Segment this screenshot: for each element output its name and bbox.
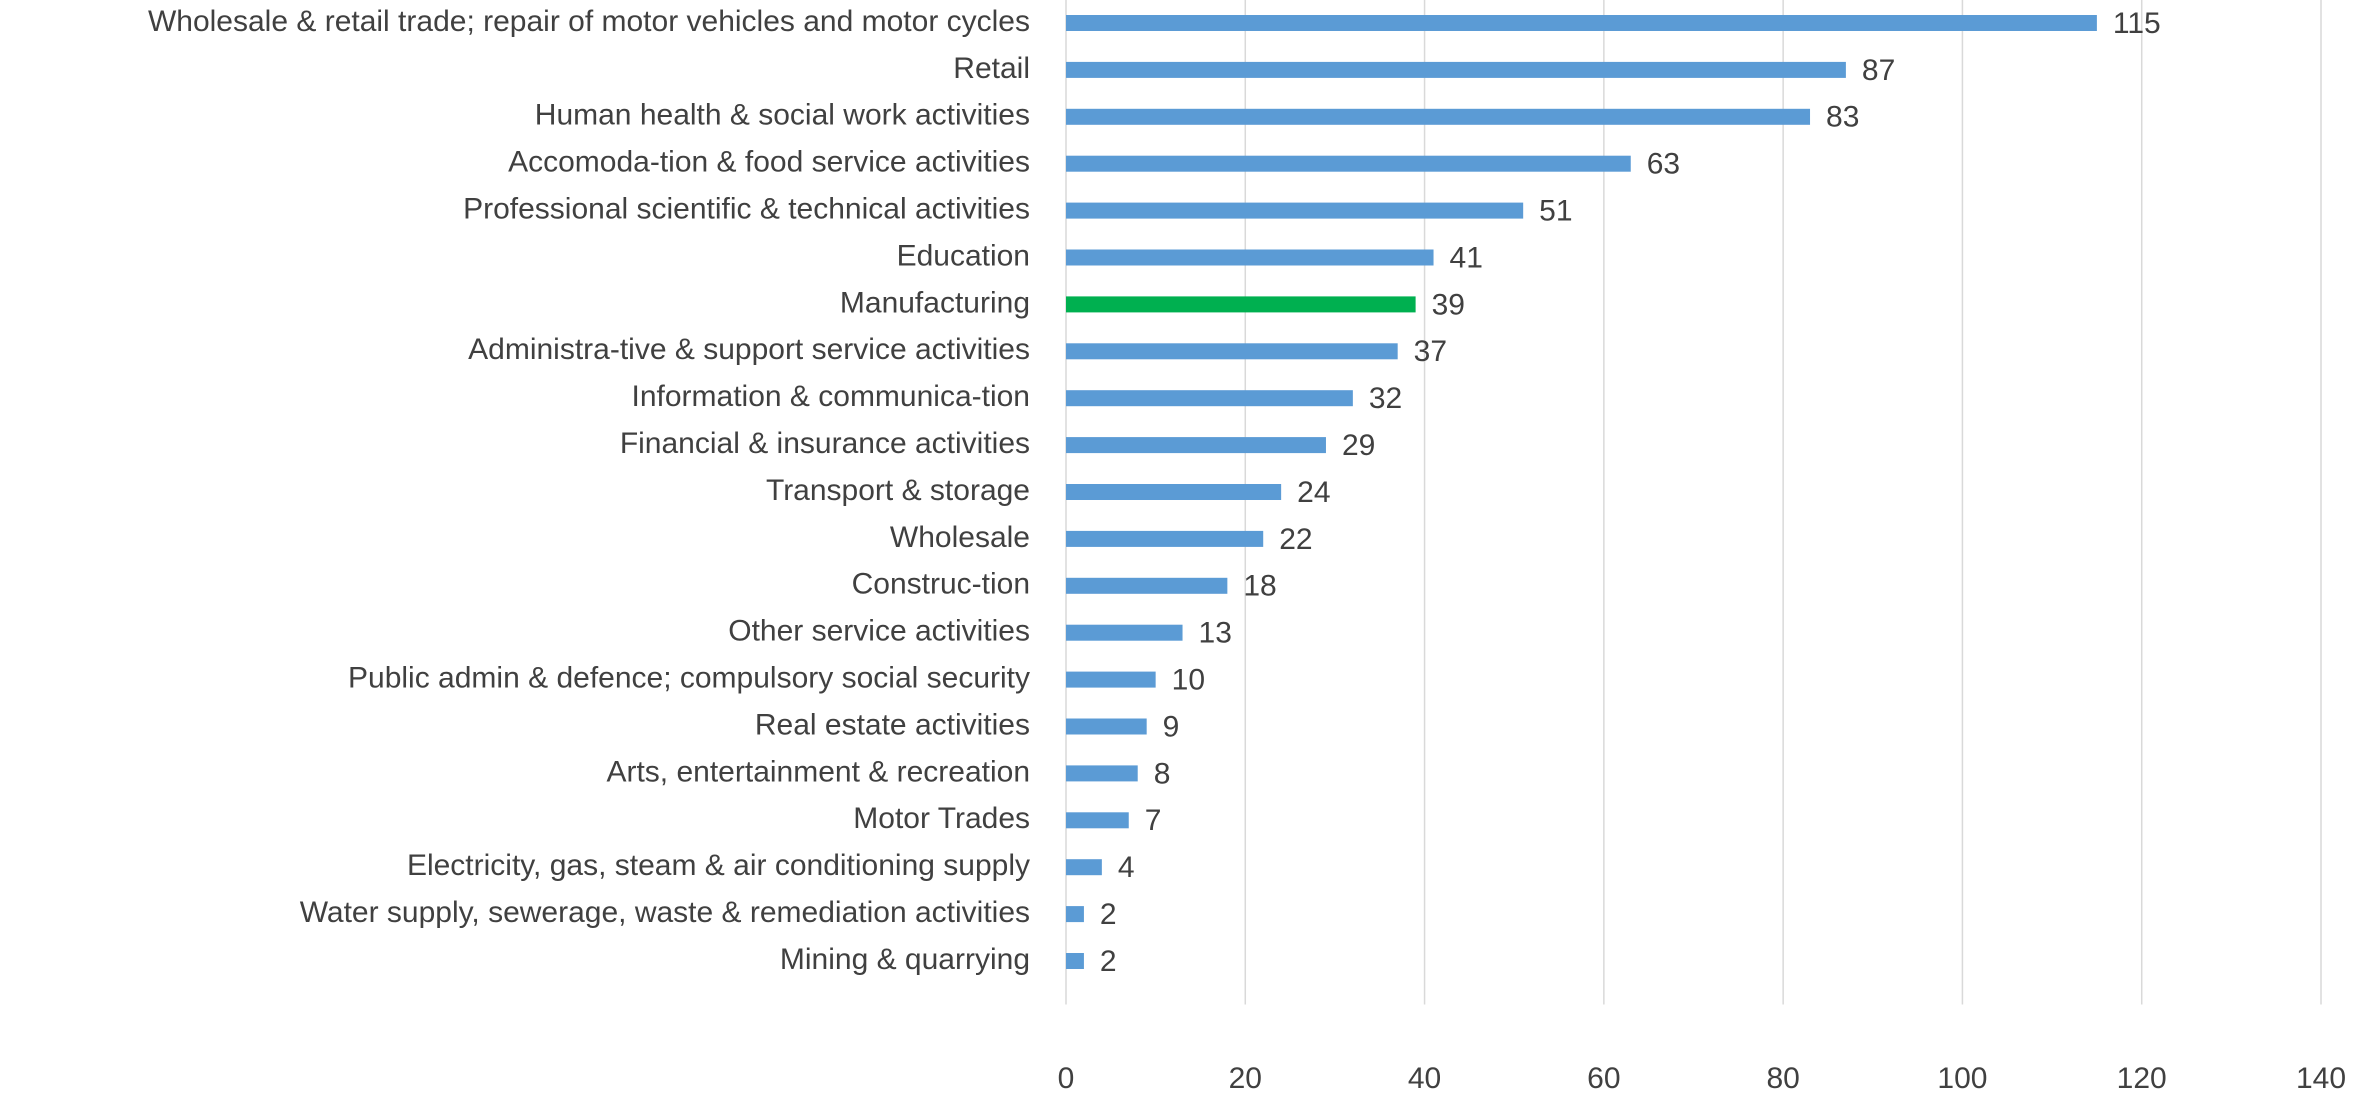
y-tick-label: Manufacturing bbox=[840, 286, 1030, 319]
data-label: 83 bbox=[1826, 101, 1859, 134]
bar bbox=[1066, 15, 2097, 31]
bar bbox=[1066, 484, 1282, 500]
data-label: 2 bbox=[1100, 945, 1117, 978]
data-label: 22 bbox=[1279, 523, 1312, 556]
y-tick-label: Retail bbox=[953, 52, 1030, 85]
bar bbox=[1066, 906, 1084, 923]
y-tick-label: Information & communica-tion bbox=[632, 380, 1031, 413]
data-label: 115 bbox=[2113, 7, 2161, 40]
y-tick-label: Water supply, sewerage, waste & remediat… bbox=[300, 896, 1030, 929]
data-label: 8 bbox=[1154, 757, 1171, 790]
y-tick-label: Motor Trades bbox=[853, 802, 1030, 835]
x-tick-label: 60 bbox=[1587, 1062, 1620, 1095]
bar bbox=[1066, 718, 1147, 735]
y-tick-label: Other service activities bbox=[728, 615, 1030, 648]
bar bbox=[1066, 437, 1326, 454]
bar bbox=[1066, 953, 1084, 969]
x-tick-label: 80 bbox=[1766, 1062, 1799, 1095]
data-label: 10 bbox=[1172, 664, 1205, 697]
data-label: 2 bbox=[1100, 898, 1117, 931]
data-label: 32 bbox=[1369, 382, 1402, 415]
y-tick-label: Public admin & defence; compulsory socia… bbox=[348, 662, 1030, 695]
bar bbox=[1066, 249, 1434, 266]
bar bbox=[1066, 390, 1353, 407]
data-label: 29 bbox=[1342, 429, 1375, 462]
y-tick-label: Wholesale & retail trade; repair of moto… bbox=[148, 5, 1030, 38]
bar bbox=[1066, 812, 1129, 829]
data-label: 63 bbox=[1647, 148, 1680, 181]
bar bbox=[1066, 859, 1102, 876]
bar bbox=[1066, 108, 1811, 125]
y-tick-label: Real estate activities bbox=[755, 708, 1030, 741]
y-tick-label: Transport & storage bbox=[766, 474, 1030, 507]
data-label: 24 bbox=[1297, 476, 1330, 509]
y-tick-label: Education bbox=[897, 239, 1030, 272]
y-tick-label: Electricity, gas, steam & air conditioni… bbox=[407, 849, 1030, 882]
y-tick-label: Wholesale bbox=[890, 521, 1030, 554]
x-tick-label: 140 bbox=[2296, 1062, 2346, 1095]
data-label: 87 bbox=[1862, 54, 1895, 87]
y-tick-label: Financial & insurance activities bbox=[620, 427, 1030, 460]
x-tick-label: 120 bbox=[2117, 1062, 2167, 1095]
x-tick-label: 100 bbox=[1937, 1062, 1987, 1095]
data-label: 9 bbox=[1163, 710, 1180, 743]
y-tick-label: Professional scientific & technical acti… bbox=[463, 193, 1030, 226]
data-label: 39 bbox=[1432, 288, 1465, 321]
bar bbox=[1066, 530, 1264, 547]
bar bbox=[1066, 202, 1524, 219]
y-tick-label: Construc-tion bbox=[852, 568, 1030, 601]
data-label: 18 bbox=[1243, 570, 1276, 603]
bar bbox=[1066, 296, 1416, 313]
x-tick-label: 0 bbox=[1058, 1062, 1075, 1095]
x-tick-label: 40 bbox=[1408, 1062, 1441, 1095]
y-tick-label: Arts, entertainment & recreation bbox=[606, 755, 1030, 788]
bar bbox=[1066, 765, 1138, 782]
x-tick-label: 20 bbox=[1229, 1062, 1262, 1095]
bar bbox=[1066, 671, 1156, 688]
y-tick-label: Administra-tive & support service activi… bbox=[468, 333, 1030, 366]
y-tick-label: Human health & social work activities bbox=[535, 99, 1030, 132]
bar bbox=[1066, 624, 1183, 641]
bar bbox=[1066, 61, 1846, 78]
y-tick-label: Mining & quarrying bbox=[780, 943, 1030, 976]
data-label: 37 bbox=[1414, 335, 1447, 368]
y-tick-label: Accomoda-tion & food service activities bbox=[508, 146, 1030, 179]
bar bbox=[1066, 577, 1228, 594]
data-label: 13 bbox=[1199, 617, 1232, 650]
data-label: 41 bbox=[1450, 241, 1483, 274]
bar bbox=[1066, 343, 1398, 360]
data-label: 51 bbox=[1539, 195, 1572, 228]
data-label: 7 bbox=[1145, 804, 1162, 837]
bar bbox=[1066, 155, 1631, 172]
data-label: 4 bbox=[1118, 851, 1135, 884]
